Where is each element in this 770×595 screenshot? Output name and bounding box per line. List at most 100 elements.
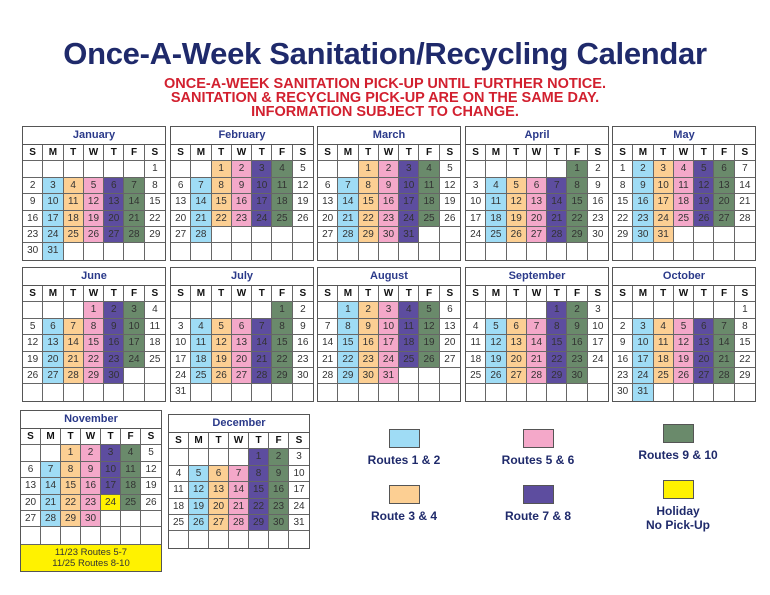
empty-cell: [191, 384, 212, 401]
empty-cell: [399, 243, 420, 260]
empty-cell: [547, 384, 568, 401]
day-cell: 23: [613, 367, 634, 385]
empty-cell: [654, 384, 674, 401]
empty-cell: [21, 527, 41, 544]
day-cell: 6: [104, 177, 125, 195]
empty-cell: [229, 449, 249, 466]
empty-cell: [169, 531, 189, 548]
day-cell: 11: [653, 335, 674, 352]
empty-cell: [654, 243, 674, 260]
day-name-header: T: [249, 433, 269, 450]
day-cell: 12: [292, 178, 313, 195]
day-cell: 11: [144, 319, 165, 336]
month-title: September: [466, 268, 608, 286]
day-cell: 12: [673, 335, 695, 352]
day-cell: 30: [23, 243, 44, 260]
day-name-header: M: [191, 286, 212, 303]
empty-cell: [694, 243, 715, 260]
day-cell: 9: [269, 465, 289, 483]
day-name-header: S: [23, 286, 44, 303]
day-name-header: M: [43, 145, 64, 162]
day-cell: 4: [466, 318, 487, 336]
day-name-header: F: [714, 145, 735, 162]
empty-cell: [189, 449, 209, 466]
day-cell: 9: [104, 318, 125, 336]
day-cell: 4: [121, 445, 141, 462]
day-cell: 12: [439, 178, 460, 195]
day-name-header: S: [171, 286, 192, 303]
day-cell: 25: [169, 514, 189, 532]
day-cell: 18: [399, 335, 420, 352]
day-cell: 17: [587, 335, 608, 352]
empty-cell: [84, 243, 105, 260]
day-name-header: F: [567, 145, 588, 162]
empty-cell: [547, 243, 568, 260]
day-cell: 20: [21, 494, 41, 511]
day-cell: 6: [694, 318, 715, 336]
empty-cell: [318, 243, 339, 260]
empty-cell: [486, 302, 507, 319]
empty-cell: [104, 161, 125, 178]
day-cell: 5: [419, 302, 440, 319]
day-cell: 25: [191, 367, 212, 385]
day-cell: 19: [673, 351, 695, 368]
day-cell: 2: [613, 318, 634, 336]
day-cell: 5: [83, 177, 105, 195]
empty-cell: [145, 384, 165, 400]
day-cell: 20: [104, 210, 125, 227]
empty-cell: [419, 243, 440, 260]
day-cell: 22: [338, 351, 359, 368]
empty-cell: [104, 384, 125, 401]
day-name-header: T: [399, 286, 420, 303]
empty-cell: [21, 445, 41, 462]
day-name-header: S: [292, 286, 313, 303]
day-cell: 23: [104, 351, 125, 368]
empty-cell: [141, 511, 161, 528]
month-grid: S M T W T F S 1 2 3 4 5 6 7 8 9 10 11 12 13 14 15 16 17 18 19 20 21…: [21, 429, 161, 544]
empty-cell: [653, 302, 674, 319]
day-name-header: S: [292, 145, 313, 162]
day-cell: 3: [466, 177, 487, 195]
day-cell: 10: [633, 335, 654, 352]
day-cell: 14: [63, 335, 84, 352]
day-cell: 15: [358, 194, 379, 211]
day-cell: 15: [338, 335, 359, 352]
day-cell: 19: [439, 194, 460, 211]
empty-cell: [252, 243, 273, 260]
day-cell: 29: [567, 226, 588, 244]
day-cell: 31: [289, 515, 309, 532]
day-cell: 4: [673, 161, 695, 178]
day-cell: 6: [43, 318, 64, 336]
empty-cell: [419, 367, 440, 385]
notice-line-2: SANITATION & RECYCLING PICK-UP ARE ON TH…: [170, 90, 600, 106]
day-cell: 16: [81, 478, 101, 495]
empty-cell: [61, 527, 81, 544]
month-title: June: [23, 268, 165, 286]
legend-swatch-routes-5-6: [523, 429, 554, 448]
day-cell: 11: [121, 461, 141, 479]
day-cell: 4: [653, 318, 674, 336]
empty-cell: [144, 368, 165, 385]
empty-cell: [43, 384, 64, 401]
empty-cell: [633, 243, 654, 260]
empty-cell: [171, 161, 192, 178]
day-cell: 29: [61, 510, 81, 528]
day-cell: 28: [191, 226, 212, 244]
day-name-header: F: [419, 286, 440, 303]
day-cell: 15: [567, 194, 588, 211]
day-cell: 2: [567, 302, 588, 319]
day-cell: 1: [211, 161, 232, 178]
notice-line-1: ONCE-A-WEEK SANITATION PICK-UP UNTIL FUR…: [164, 76, 606, 92]
empty-cell: [440, 384, 460, 400]
day-name-header: F: [272, 145, 293, 162]
empty-cell: [104, 243, 125, 260]
day-cell: 27: [714, 210, 735, 227]
day-cell: 23: [269, 498, 289, 515]
empty-cell: [232, 243, 253, 260]
day-name-header: W: [378, 145, 400, 162]
day-cell: 18: [673, 194, 695, 211]
empty-cell: [527, 243, 548, 260]
day-cell: 12: [486, 335, 507, 352]
day-name-header: S: [587, 145, 608, 162]
